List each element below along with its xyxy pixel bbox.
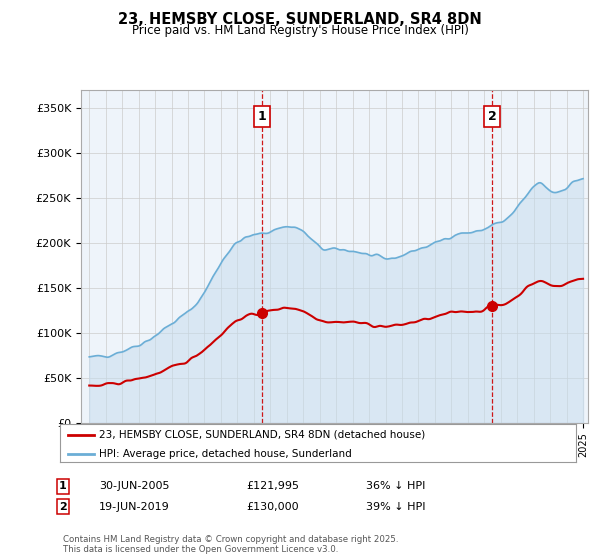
Text: HPI: Average price, detached house, Sunderland: HPI: Average price, detached house, Sund… (98, 449, 352, 459)
Text: £121,995: £121,995 (246, 481, 299, 491)
Text: 2: 2 (488, 110, 496, 123)
Text: 1: 1 (59, 481, 67, 491)
Text: 2: 2 (59, 502, 67, 512)
Text: Contains HM Land Registry data © Crown copyright and database right 2025.
This d: Contains HM Land Registry data © Crown c… (63, 535, 398, 554)
Text: 23, HEMSBY CLOSE, SUNDERLAND, SR4 8DN (detached house): 23, HEMSBY CLOSE, SUNDERLAND, SR4 8DN (d… (98, 430, 425, 440)
Text: 36% ↓ HPI: 36% ↓ HPI (366, 481, 425, 491)
Text: 30-JUN-2005: 30-JUN-2005 (99, 481, 170, 491)
Text: Price paid vs. HM Land Registry's House Price Index (HPI): Price paid vs. HM Land Registry's House … (131, 24, 469, 38)
Text: 23, HEMSBY CLOSE, SUNDERLAND, SR4 8DN: 23, HEMSBY CLOSE, SUNDERLAND, SR4 8DN (118, 12, 482, 27)
Text: 19-JUN-2019: 19-JUN-2019 (99, 502, 170, 512)
Text: 1: 1 (257, 110, 266, 123)
Text: £130,000: £130,000 (246, 502, 299, 512)
Text: 39% ↓ HPI: 39% ↓ HPI (366, 502, 425, 512)
